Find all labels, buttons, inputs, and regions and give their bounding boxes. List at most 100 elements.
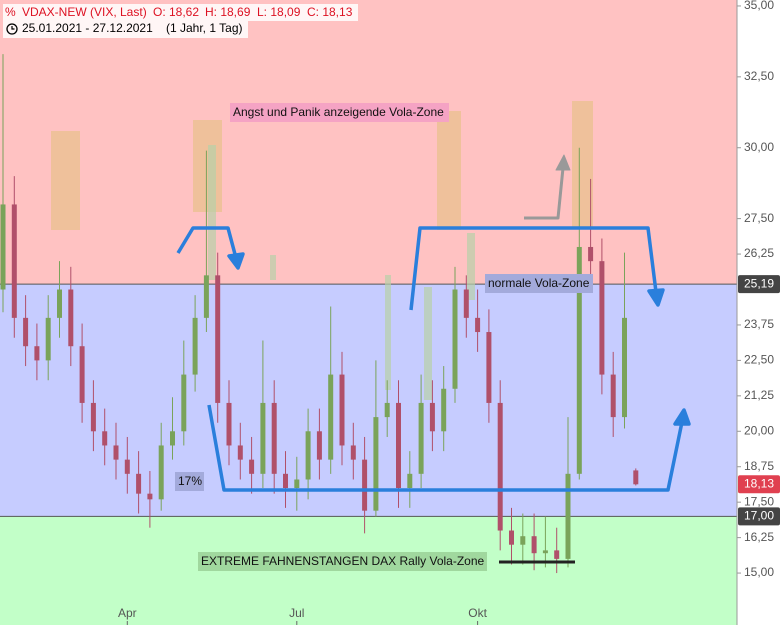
candle-body bbox=[34, 346, 40, 361]
y-tick-label: 23,75 bbox=[744, 317, 774, 331]
candle-body bbox=[90, 402, 96, 432]
info-close: C: 18,13 bbox=[307, 5, 353, 19]
candle-body bbox=[599, 261, 605, 375]
candle-body bbox=[554, 550, 560, 559]
candle-body bbox=[181, 374, 187, 432]
candle-body bbox=[497, 402, 503, 531]
highlight-boxes bbox=[51, 101, 593, 400]
trend-arrow bbox=[409, 226, 658, 311]
period-bg bbox=[3, 21, 248, 38]
candle-body bbox=[633, 470, 639, 485]
candle-body bbox=[350, 445, 356, 460]
candle-body bbox=[79, 346, 85, 403]
candle-body bbox=[283, 473, 288, 488]
candle-body bbox=[429, 402, 435, 432]
y-tick-label: 27,50 bbox=[744, 211, 774, 225]
highlight-box bbox=[437, 111, 461, 230]
zones bbox=[0, 0, 737, 625]
y-tick-label: 16,25 bbox=[744, 530, 774, 544]
candle-body bbox=[192, 317, 198, 375]
candle-body bbox=[23, 317, 29, 347]
candle-body bbox=[203, 275, 209, 318]
candle-body bbox=[441, 388, 447, 432]
candle-body bbox=[576, 246, 582, 474]
candle-body bbox=[68, 289, 74, 347]
zone-panic bbox=[0, 0, 737, 285]
candle-body bbox=[147, 493, 153, 500]
candle-body bbox=[226, 402, 232, 446]
arrow-head bbox=[673, 408, 691, 426]
candle-body bbox=[486, 332, 492, 403]
x-tick-label: Apr bbox=[118, 606, 137, 620]
level-box bbox=[738, 475, 780, 494]
y-tick-label: 17,50 bbox=[744, 494, 774, 508]
candle-body bbox=[418, 402, 424, 474]
highlight-box bbox=[51, 131, 80, 230]
info-low: L: 18,09 bbox=[257, 5, 301, 19]
level-box bbox=[738, 275, 780, 294]
candle-body bbox=[294, 479, 300, 488]
annotation-bg bbox=[485, 274, 593, 293]
y-tick-label: 32,50 bbox=[744, 69, 774, 83]
candle-body bbox=[339, 374, 345, 446]
candle-body bbox=[249, 459, 255, 474]
candle-body bbox=[542, 550, 548, 554]
info-high: H: 18,69 bbox=[205, 5, 251, 19]
candle-body bbox=[520, 536, 526, 545]
y-axis: 15,00 16,25 17,50 18,75 20,00 21,25 22,50 23,75… bbox=[118, 0, 780, 625]
candle-body bbox=[328, 374, 334, 460]
candle-body bbox=[102, 431, 108, 446]
candle-body bbox=[531, 536, 537, 554]
candle-body bbox=[316, 431, 322, 460]
info-symbol: VDAX-NEW (VIX, Last) bbox=[22, 5, 147, 19]
annotation: 17% bbox=[178, 474, 202, 488]
candle-body bbox=[136, 473, 142, 494]
annotation: Angst und Panik anzeigende Vola-Zone bbox=[233, 105, 444, 119]
trend-arrow bbox=[207, 404, 684, 492]
candle-body bbox=[384, 402, 390, 418]
candle-body bbox=[158, 445, 164, 500]
candle-body bbox=[622, 317, 627, 418]
y-tick-label: 18,75 bbox=[744, 459, 774, 473]
candle-body bbox=[588, 246, 594, 262]
candle-body bbox=[57, 289, 62, 318]
candle-body bbox=[452, 289, 458, 389]
clock-hand bbox=[11, 26, 15, 30]
annotation-bg bbox=[230, 103, 449, 122]
level-label: 17,00 bbox=[744, 509, 774, 523]
period: 25.01.2021 - 27.12.2021 bbox=[22, 21, 153, 35]
annotation-bg bbox=[175, 472, 204, 491]
clock-icon bbox=[6, 23, 18, 35]
highlight-box bbox=[385, 275, 391, 390]
highlight-box bbox=[193, 120, 222, 212]
y-tick-label: 21,25 bbox=[744, 388, 774, 402]
candle-body bbox=[475, 317, 481, 333]
trend-arrow bbox=[524, 167, 565, 220]
y-tick-label: 20,00 bbox=[744, 423, 774, 437]
candle-body bbox=[215, 275, 221, 403]
candle-body bbox=[271, 402, 277, 474]
candle-body bbox=[305, 431, 311, 480]
candle-body bbox=[463, 289, 469, 318]
candle-body bbox=[509, 530, 514, 545]
y-tick-label: 15,00 bbox=[744, 565, 774, 579]
candle-body bbox=[113, 445, 119, 460]
candle-body bbox=[565, 473, 571, 559]
y-tick-label: 35,00 bbox=[744, 0, 774, 12]
arrow-head bbox=[227, 252, 245, 270]
level-label: 25,19 bbox=[744, 276, 774, 290]
candle-body bbox=[45, 317, 51, 361]
annotation: normale Vola-Zone bbox=[488, 276, 590, 290]
highlight-box bbox=[467, 233, 475, 300]
trend-arrow bbox=[176, 226, 238, 259]
candle-body bbox=[396, 402, 401, 488]
arrow-head bbox=[555, 154, 571, 171]
candles bbox=[0, 54, 639, 574]
level-label: 18,13 bbox=[744, 476, 774, 490]
symbol-icon: % bbox=[5, 5, 16, 19]
highlight-box bbox=[572, 101, 593, 228]
annotation: EXTREME FAHNENSTANGEN DAX Rally Vola-Zon… bbox=[201, 554, 485, 568]
annotation-bg bbox=[198, 552, 487, 571]
